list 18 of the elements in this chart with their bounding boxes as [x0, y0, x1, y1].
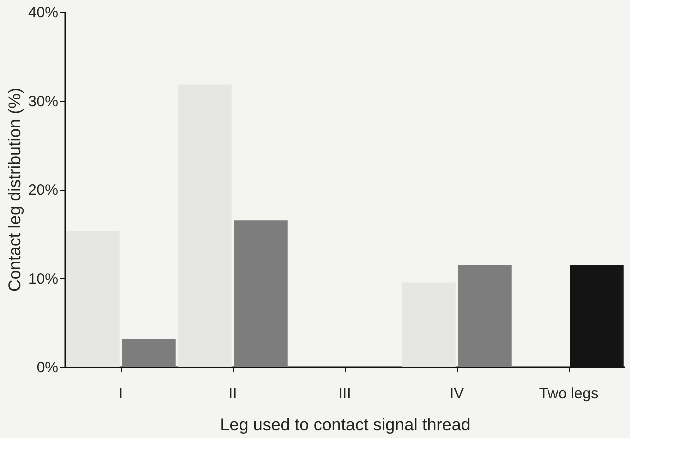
y-tick-label: 30%: [28, 93, 58, 110]
x-tick-label: III: [338, 386, 352, 402]
x-tick-label: IV: [450, 386, 464, 402]
y-tick-label: 20%: [28, 182, 58, 199]
y-tick-label: 40%: [28, 4, 58, 22]
y-axis-title: Contact leg distribution (%): [5, 88, 24, 292]
bar: [66, 231, 120, 367]
bar: [402, 282, 456, 367]
bar: [458, 264, 512, 367]
x-tick-label: I: [118, 386, 124, 402]
y-tick-label: 0%: [36, 360, 58, 376]
x-tick-label: II: [228, 386, 238, 402]
x-tick-label: Two legs: [539, 386, 599, 402]
x-axis-title: Leg used to contact signal thread: [220, 416, 471, 434]
bar: [178, 84, 232, 367]
bar: [234, 220, 288, 367]
bar: [122, 339, 176, 367]
y-tick-label: 10%: [28, 270, 58, 288]
